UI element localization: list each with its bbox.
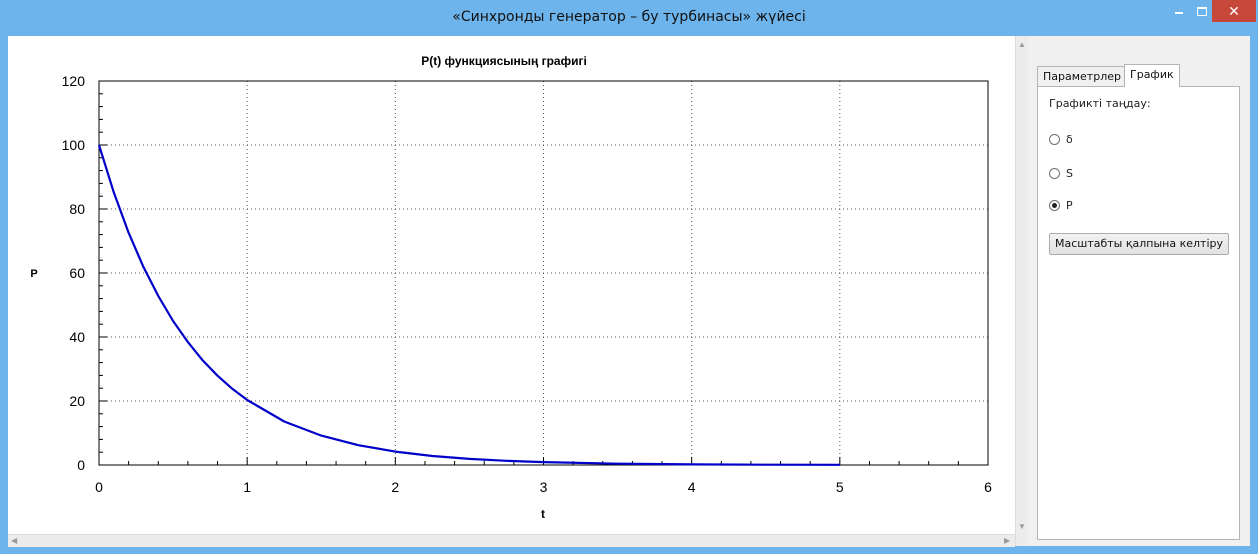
minimize-button[interactable] (1166, 0, 1192, 22)
y-tick-label: 80 (69, 201, 85, 217)
window-title: «Синхронды генератор – бу турбинасы» жүй… (452, 9, 806, 25)
x-tick-label: 1 (243, 479, 251, 495)
x-tick-label: 3 (540, 479, 548, 495)
client-area: P(t) функциясының графигі 0 1 2 3 4 5 6 0 20 40 6… (8, 36, 1250, 547)
reset-scale-button[interactable]: Масштабты қалпына келтіру (1049, 233, 1229, 255)
scroll-left-icon[interactable]: ◀ (11, 536, 18, 545)
radio-delta-label: δ (1066, 132, 1073, 146)
series-line-p (97, 144, 840, 466)
x-axis-label: t (541, 507, 545, 521)
y-tick-label: 60 (69, 265, 85, 281)
horizontal-scrollbar[interactable]: ◀ ▶ (8, 534, 1015, 547)
graph-tab-page: Графикті таңдау: δ S P Масштабты қалпына… (1037, 86, 1240, 540)
chart-title: P(t) функциясының графигі (421, 54, 587, 68)
x-tick-label: 4 (688, 479, 696, 495)
y-tick-label: 100 (62, 137, 86, 153)
minor-ticks (98, 80, 989, 466)
radio-p-label: P (1066, 198, 1073, 212)
x-tick-labels: 0 1 2 3 4 5 6 (95, 479, 992, 495)
y-tick-label: 120 (62, 73, 86, 89)
scroll-down-icon[interactable]: ▼ (1018, 522, 1026, 531)
x-tick-label: 0 (95, 479, 103, 495)
y-axis-label: P (30, 268, 37, 280)
plot-panel: P(t) функциясының графигі 0 1 2 3 4 5 6 0 20 40 6… (8, 36, 1015, 534)
close-button[interactable]: ✕ (1212, 0, 1256, 22)
radio-s-circle[interactable] (1049, 167, 1060, 179)
maximize-icon (1197, 6, 1207, 16)
close-icon: ✕ (1228, 2, 1240, 19)
radio-s[interactable]: S (1049, 165, 1073, 181)
tab-graph[interactable]: График (1124, 64, 1180, 87)
y-tick-label: 40 (69, 329, 85, 345)
radio-s-label: S (1066, 166, 1073, 180)
tab-parameters[interactable]: Параметрлер (1037, 66, 1127, 87)
title-bar[interactable]: «Синхронды генератор – бу турбинасы» жүй… (0, 0, 1258, 36)
x-tick-label: 5 (836, 479, 844, 495)
y-tick-label: 20 (69, 393, 85, 409)
side-panel: Параметрлер График Графикті таңдау: δ S … (1030, 36, 1248, 544)
y-tick-label: 0 (77, 457, 85, 473)
maximize-button[interactable] (1192, 0, 1212, 22)
radio-p[interactable]: P (1049, 197, 1073, 213)
x-tick-label: 6 (984, 479, 992, 495)
p-of-t-chart[interactable]: P(t) функциясының графигі 0 1 2 3 4 5 6 0 20 40 6… (8, 36, 1015, 534)
scroll-right-icon[interactable]: ▶ (1004, 536, 1011, 545)
radio-p-circle[interactable] (1049, 199, 1060, 211)
y-tick-labels: 0 20 40 60 80 100 120 (62, 73, 86, 473)
vertical-scrollbar[interactable]: ▲ ▼ (1015, 36, 1028, 546)
radio-delta-circle[interactable] (1049, 133, 1060, 145)
minimize-icon (1175, 12, 1183, 14)
chart-series (97, 144, 840, 466)
scroll-up-icon[interactable]: ▲ (1018, 40, 1026, 49)
chart-grid (99, 81, 988, 465)
radio-delta[interactable]: δ (1049, 131, 1073, 147)
x-tick-label: 2 (391, 479, 399, 495)
graph-select-label: Графикті таңдау: (1049, 97, 1151, 110)
